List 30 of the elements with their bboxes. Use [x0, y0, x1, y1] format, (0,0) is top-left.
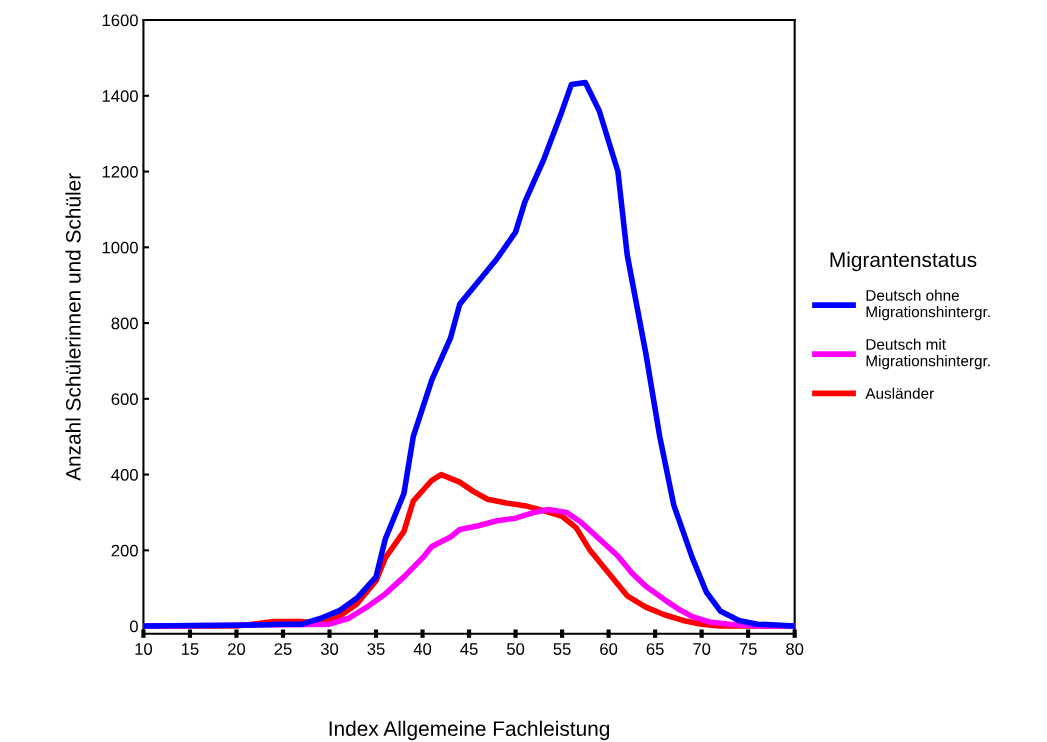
x-tick-label: 65	[646, 643, 664, 655]
x-tick-label: 40	[413, 643, 432, 655]
x-tick-label: 10	[135, 643, 153, 655]
x-tick-label: 70	[693, 643, 711, 655]
x-tick-label: 75	[739, 643, 757, 655]
y-tick-label: 800	[111, 317, 138, 330]
x-tick-label: 80	[786, 643, 804, 655]
x-tick-label: 35	[367, 643, 385, 655]
legend-label: Deutsch mit Migrationshintergr.	[866, 338, 990, 370]
y-tick-label: 400	[111, 468, 138, 481]
x-tick-label: 60	[600, 643, 618, 655]
x-tick-label: 50	[506, 643, 525, 655]
legend-label: Deutsch ohne Migrationshintergr.	[866, 289, 990, 321]
legend-title: Migrantenstatus	[830, 251, 977, 272]
y-tick-label: 0	[129, 620, 138, 633]
y-tick-label: 1000	[102, 241, 138, 254]
y-tick-label: 1400	[102, 90, 138, 102]
y-tick-label: 1600	[102, 14, 138, 27]
y-axis-title: Anzahl Schülerinnen und Schüler	[65, 173, 81, 481]
x-tick-label: 25	[274, 643, 292, 655]
x-tick-label: 30	[320, 643, 339, 655]
x-axis-title: Index Allgemeine Fachleistung	[329, 720, 610, 741]
x-tick-label: 45	[460, 643, 478, 655]
x-tick-label: 15	[181, 643, 199, 655]
x-tick-label: 20	[228, 643, 246, 655]
legend-label: Ausländer	[865, 387, 934, 399]
y-tick-label: 200	[111, 544, 138, 557]
y-tick-label: 600	[111, 393, 138, 406]
y-tick-label: 1200	[102, 165, 138, 178]
x-tick-label: 55	[553, 643, 571, 655]
